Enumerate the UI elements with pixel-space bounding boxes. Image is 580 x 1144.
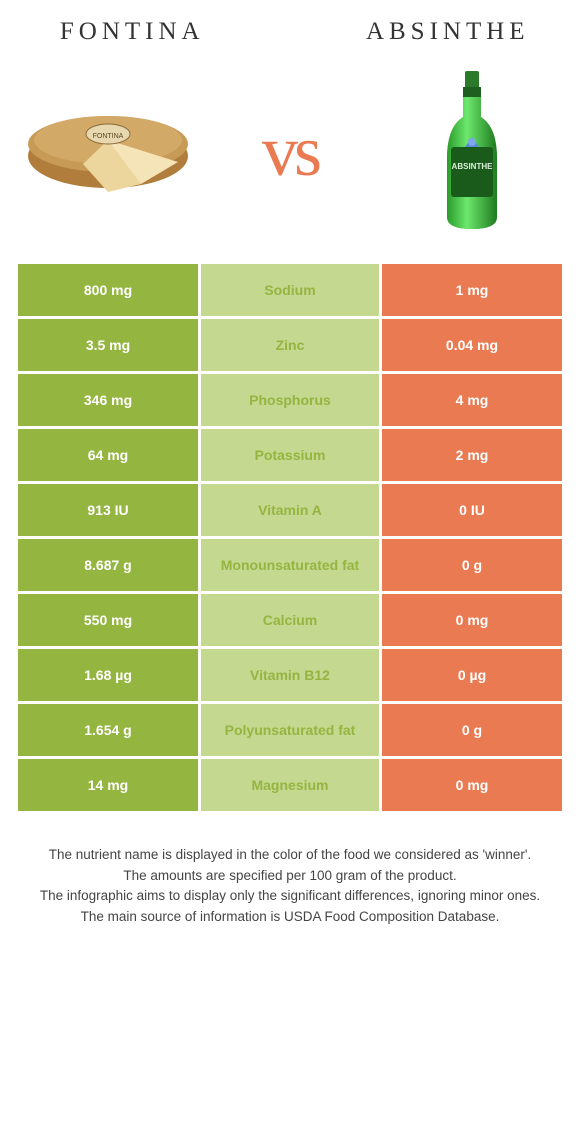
left-value: 1.654 g (18, 704, 198, 756)
left-value: 346 mg (18, 374, 198, 426)
right-value: 0 µg (382, 649, 562, 701)
absinthe-image: ABSINTHE (382, 76, 562, 226)
left-value: 800 mg (18, 264, 198, 316)
nutrient-label: Polyunsaturated fat (201, 704, 379, 756)
left-value: 913 IU (18, 484, 198, 536)
title-right: Absinthe (334, 18, 562, 46)
right-value: 2 mg (382, 429, 562, 481)
left-value: 1.68 µg (18, 649, 198, 701)
right-value: 0 mg (382, 759, 562, 811)
footer-line: The nutrient name is displayed in the co… (18, 845, 562, 865)
nutrient-label: Calcium (201, 594, 379, 646)
nutrient-label: Monounsaturated fat (201, 539, 379, 591)
vs-label: vs (262, 110, 318, 193)
footer-line: The amounts are specified per 100 gram o… (18, 866, 562, 886)
right-value: 0.04 mg (382, 319, 562, 371)
nutrient-label: Zinc (201, 319, 379, 371)
nutrient-label: Phosphorus (201, 374, 379, 426)
table-row: 550 mgCalcium0 mg (18, 594, 562, 646)
nutrient-label: Magnesium (201, 759, 379, 811)
left-value: 550 mg (18, 594, 198, 646)
right-value: 0 IU (382, 484, 562, 536)
left-value: 64 mg (18, 429, 198, 481)
table-row: 1.68 µgVitamin B120 µg (18, 649, 562, 701)
left-value: 3.5 mg (18, 319, 198, 371)
table-row: 64 mgPotassium2 mg (18, 429, 562, 481)
table-row: 346 mgPhosphorus4 mg (18, 374, 562, 426)
svg-text:ABSINTHE: ABSINTHE (452, 162, 494, 171)
left-value: 8.687 g (18, 539, 198, 591)
table-row: 14 mgMagnesium0 mg (18, 759, 562, 811)
footer-line: The main source of information is USDA F… (18, 907, 562, 927)
right-value: 1 mg (382, 264, 562, 316)
nutrient-label: Potassium (201, 429, 379, 481)
right-value: 0 mg (382, 594, 562, 646)
nutrient-label: Vitamin A (201, 484, 379, 536)
left-value: 14 mg (18, 759, 198, 811)
right-value: 0 g (382, 704, 562, 756)
table-row: 800 mgSodium1 mg (18, 264, 562, 316)
title-left: Fontina (18, 18, 246, 46)
nutrient-table: 800 mgSodium1 mg3.5 mgZinc0.04 mg346 mgP… (18, 264, 562, 811)
svg-text:FONTINA: FONTINA (93, 133, 124, 140)
footer-line: The infographic aims to display only the… (18, 886, 562, 906)
header: Fontina Absinthe (18, 18, 562, 46)
table-row: 1.654 gPolyunsaturated fat0 g (18, 704, 562, 756)
fontina-image: FONTINA (18, 76, 198, 226)
hero-row: FONTINA vs ABSINTHE (18, 66, 562, 236)
nutrient-label: Sodium (201, 264, 379, 316)
table-row: 3.5 mgZinc0.04 mg (18, 319, 562, 371)
right-value: 0 g (382, 539, 562, 591)
right-value: 4 mg (382, 374, 562, 426)
table-row: 8.687 gMonounsaturated fat0 g (18, 539, 562, 591)
table-row: 913 IUVitamin A0 IU (18, 484, 562, 536)
nutrient-label: Vitamin B12 (201, 649, 379, 701)
footer-notes: The nutrient name is displayed in the co… (0, 845, 580, 926)
